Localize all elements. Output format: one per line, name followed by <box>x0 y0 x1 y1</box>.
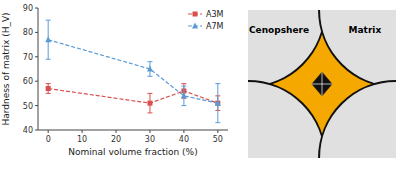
data-point <box>181 92 187 98</box>
x-tick <box>82 130 83 133</box>
y-tick <box>35 105 38 106</box>
y-tick <box>35 32 38 33</box>
error-bar <box>181 86 186 106</box>
indent-divider <box>312 84 332 85</box>
diagram <box>248 10 396 158</box>
plot-area <box>45 20 221 122</box>
diagram-label: Matrix <box>349 25 382 35</box>
error-bar <box>46 20 51 59</box>
error-bar <box>147 62 152 77</box>
y-tick <box>35 8 38 9</box>
data-point <box>147 66 153 72</box>
legend-marker <box>193 12 198 17</box>
x-tick-label: 40 <box>179 135 189 144</box>
x-tick-label: 10 <box>77 135 87 144</box>
y-tick-label: 80 <box>23 28 33 37</box>
error-cap <box>147 61 152 62</box>
error-cap <box>147 112 152 113</box>
cenosphere <box>248 10 325 87</box>
y-tick-label: 70 <box>23 53 33 62</box>
data-point <box>215 100 221 106</box>
x-axis-label: Nominal volume fraction (%) <box>68 147 197 157</box>
error-cap <box>215 122 220 123</box>
data-point <box>45 36 51 42</box>
error-cap <box>147 93 152 94</box>
cenosphere <box>319 81 396 158</box>
error-cap <box>181 105 186 106</box>
y-tick <box>35 130 38 131</box>
cenosphere <box>319 10 396 87</box>
y-tick <box>35 81 38 82</box>
x-tick <box>149 130 150 133</box>
x-tick-label: 50 <box>213 135 223 144</box>
data-point <box>46 86 51 91</box>
error-cap <box>46 93 51 94</box>
y-axis-label: Hardness of matrix (H_V) <box>1 12 11 125</box>
cenosphere <box>248 81 325 158</box>
y-tick-label: 90 <box>23 4 33 13</box>
y-tick-label: 40 <box>23 126 33 135</box>
x-tick <box>217 130 218 133</box>
figure: 0 10 20 30 40 50 40 50 60 70 80 90 Nominal volume fr… <box>0 0 405 170</box>
legend: A3MA7M <box>188 10 224 31</box>
legend-label: A7M <box>206 22 224 31</box>
legend-marker <box>192 23 198 29</box>
x-tick <box>116 130 117 133</box>
error-cap <box>147 76 152 77</box>
y-tick-label: 50 <box>23 102 33 111</box>
x-tick-label: 30 <box>145 135 155 144</box>
indent-mark <box>312 72 332 96</box>
y-tick-label: 60 <box>23 77 33 86</box>
error-cap <box>46 59 51 60</box>
error-cap <box>215 83 220 84</box>
error-bar <box>147 93 152 113</box>
error-bar <box>46 84 51 94</box>
error-cap <box>46 83 51 84</box>
error-cap <box>181 86 186 87</box>
x-tick <box>48 130 49 133</box>
x-tick-label: 20 <box>111 135 121 144</box>
x-axis <box>38 130 228 131</box>
y-axis <box>38 8 39 130</box>
diagram-label: Cenopshere <box>249 25 309 35</box>
x-tick-label: 0 <box>46 135 51 144</box>
series-line <box>48 89 218 104</box>
error-bar <box>215 84 220 123</box>
x-tick <box>183 130 184 133</box>
legend-label: A3M <box>206 10 224 19</box>
error-cap <box>181 83 186 84</box>
error-cap <box>46 20 51 21</box>
data-point <box>147 101 152 106</box>
series-line <box>48 40 218 103</box>
y-tick <box>35 56 38 57</box>
data-point <box>215 101 220 106</box>
